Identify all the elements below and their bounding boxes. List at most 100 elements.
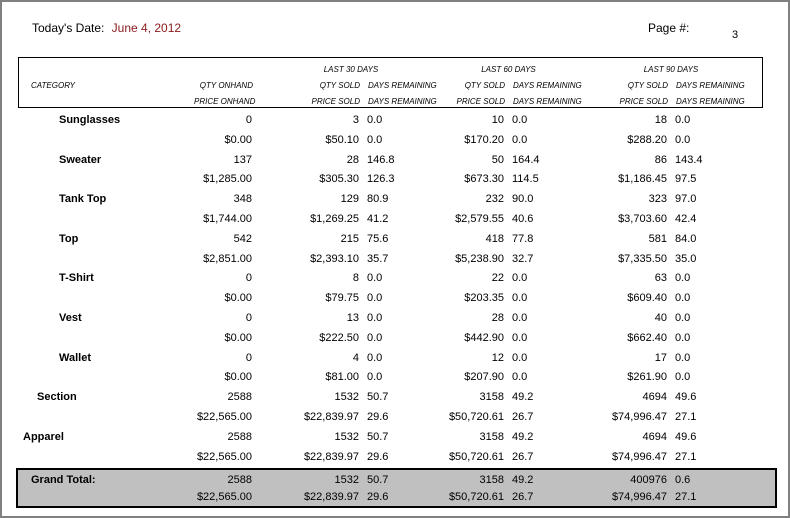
days-remaining-30-value: 41.2	[367, 212, 389, 225]
days-remaining-90-value: 97.0	[675, 193, 697, 206]
column-header-price-sold-30: PRICE SOLD	[311, 97, 360, 106]
row-sweater: Sweater 137 28 146.8 50 164.4 86 143.4 $…	[18, 152, 763, 192]
spacer-cell	[19, 94, 194, 110]
price-line: $1,744.00 $1,269.25 41.2 $2,579.55 40.6 …	[18, 211, 763, 231]
qty-line: T-Shirt 0 8 0.0 22 0.0 63 0.0	[18, 270, 763, 290]
qty-sold-30-value: 3	[352, 114, 359, 126]
row-wallet: Wallet 0 4 0.0 12 0.0 17 0.0 $0.00 $81.0…	[18, 350, 763, 390]
qty-sold-30-value: 28	[346, 153, 359, 166]
days-remaining-60-value: 77.8	[512, 232, 534, 245]
days-remaining-90-value: 27.1	[675, 450, 697, 463]
spacer-cell	[19, 62, 194, 78]
price-sold-30-value: $22,839.97	[303, 450, 359, 463]
days-remaining-60-value: 0.0	[512, 311, 528, 324]
qty-line: Vest 0 13 0.0 28 0.0 40 0.0	[18, 310, 763, 330]
subtotal-label: Apparel	[23, 430, 64, 443]
days-remaining-30-value: 126.3	[367, 173, 395, 186]
price-onhand-value: $1,744.00	[203, 212, 252, 225]
price-line: $1,285.00 $305.30 126.3 $673.30 114.5 $1…	[18, 171, 763, 191]
days-remaining-30-value: 146.8	[367, 153, 395, 166]
days-remaining-60-value: 49.2	[512, 391, 534, 404]
price-sold-30-value: $1,269.25	[310, 212, 359, 225]
qty-line: Wallet 0 4 0.0 12 0.0 17 0.0	[18, 350, 763, 370]
price-sold-30-value: $22,839.97	[303, 491, 359, 503]
days-remaining-90-value: 0.0	[675, 331, 691, 344]
qty-sold-90-value: 581	[648, 232, 667, 245]
days-remaining-60-value: 26.7	[512, 491, 534, 503]
price-sold-90-value: $3,703.60	[618, 212, 667, 225]
price-sold-30-value: $81.00	[325, 371, 359, 384]
price-sold-30-value: $50.10	[325, 133, 359, 146]
column-group-last-90-days: LAST 90 DAYS	[643, 65, 699, 74]
days-remaining-90-value: 0.0	[675, 272, 691, 285]
column-header-days-remaining-90: DAYS REMAINING	[676, 81, 745, 90]
days-remaining-60-value: 26.7	[512, 450, 534, 463]
days-remaining-90-value: 35.0	[675, 252, 697, 265]
price-line: $22,565.00 $22,839.97 29.6 $50,720.61 26…	[18, 449, 763, 469]
days-remaining-30-value: 29.6	[367, 450, 389, 463]
row-tank-top: Tank Top 348 129 80.9 232 90.0 323 97.0 …	[18, 191, 763, 231]
days-remaining-60-value: 0.0	[512, 371, 528, 384]
days-remaining-60-value: 0.0	[512, 133, 528, 146]
price-line: $2,851.00 $2,393.10 35.7 $5,238.90 32.7 …	[18, 251, 763, 271]
qty-line: Top 542 215 75.6 418 77.8 581 84.0	[18, 231, 763, 251]
days-remaining-30-value: 0.0	[367, 272, 383, 285]
price-sold-60-value: $50,720.61	[448, 410, 504, 423]
days-remaining-90-value: 49.6	[675, 391, 697, 404]
qty-sold-30-value: 13	[346, 311, 359, 324]
price-sold-30-value: $22,839.97	[303, 410, 359, 423]
row-t-shirt: T-Shirt 0 8 0.0 22 0.0 63 0.0 $0.00 $79.…	[18, 270, 763, 310]
price-sold-90-value: $74,996.47	[611, 410, 667, 423]
qty-onhand-value: 137	[233, 153, 252, 166]
category-label: Sweater	[59, 153, 102, 166]
price-sold-60-value: $50,720.61	[448, 450, 504, 463]
days-remaining-60-value: 0.0	[512, 272, 528, 285]
category-label: Wallet	[59, 351, 91, 364]
days-remaining-60-value: 40.6	[512, 212, 534, 225]
qty-sold-60-value: 28	[491, 311, 504, 324]
qty-line: Tank Top 348 129 80.9 232 90.0 323 97.0	[18, 191, 763, 211]
days-remaining-90-value: 42.4	[675, 212, 697, 225]
price-sold-90-value: $74,996.47	[611, 450, 667, 463]
price-line: $22,565.00 $22,839.97 29.6 $50,720.61 26…	[18, 409, 763, 429]
days-remaining-60-value: 26.7	[512, 410, 534, 423]
row-top: Top 542 215 75.6 418 77.8 581 84.0 $2,85…	[18, 231, 763, 271]
column-header-days-remaining-90: DAYS REMAINING	[676, 97, 745, 106]
price-onhand-value: $0.00	[224, 371, 252, 384]
price-line: $22,565.00 $22,839.97 29.6 $50,720.61 26…	[18, 489, 775, 506]
price-line: $0.00 $81.00 0.0 $207.90 0.0 $261.90 0.0	[18, 369, 763, 389]
qty-line: Sunglasses 0 3 0.0 10 0.0 18 0.0	[18, 112, 763, 132]
days-remaining-30-value: 50.7	[367, 391, 389, 404]
price-line: $0.00 $222.50 0.0 $442.90 0.0 $662.40 0.…	[18, 330, 763, 350]
qty-sold-30-value: 1532	[334, 474, 359, 486]
price-sold-30-value: $2,393.10	[310, 252, 359, 265]
qty-sold-90-value: 86	[654, 153, 667, 166]
days-remaining-90-value: 0.0	[675, 133, 691, 146]
header-group-line: LAST 30 DAYS LAST 60 DAYS LAST 90 DAYS	[19, 62, 762, 78]
price-sold-60-value: $442.90	[464, 331, 504, 344]
price-sold-90-value: $261.90	[627, 371, 667, 384]
qty-sold-30-value: 215	[340, 232, 359, 245]
header-price-line: PRICE ONHAND PRICE SOLD DAYS REMAINING P…	[19, 94, 762, 110]
spacer-cell	[194, 62, 253, 78]
row-section-subtotal: Section 2588 1532 50.7 3158 49.2 4694 49…	[18, 389, 763, 429]
price-sold-60-value: $2,579.55	[455, 212, 504, 225]
category-label: Sunglasses	[59, 114, 121, 126]
qty-sold-30-value: 129	[340, 193, 359, 206]
days-remaining-60-value: 0.0	[512, 331, 528, 344]
days-remaining-30-value: 0.0	[367, 133, 383, 146]
spacer-cell	[18, 491, 193, 506]
days-remaining-30-value: 29.6	[367, 410, 389, 423]
price-line: $0.00 $79.75 0.0 $203.35 0.0 $609.40 0.0	[18, 290, 763, 310]
price-line: $0.00 $50.10 0.0 $170.20 0.0 $288.20 0.0	[18, 132, 763, 152]
column-group-last-30-days: LAST 30 DAYS	[323, 65, 379, 74]
column-header-qty-sold-90: QTY SOLD	[627, 81, 668, 90]
price-sold-60-value: $170.20	[464, 133, 504, 146]
price-onhand-value: $2,851.00	[203, 252, 252, 265]
spacer-cell	[18, 411, 193, 429]
days-remaining-30-value: 0.0	[367, 311, 383, 324]
price-onhand-value: $22,565.00	[196, 450, 252, 463]
qty-onhand-value: 2588	[227, 474, 252, 486]
column-header-qty-onhand: QTY ONHAND	[199, 81, 253, 90]
qty-sold-90-value: 4694	[642, 391, 667, 404]
